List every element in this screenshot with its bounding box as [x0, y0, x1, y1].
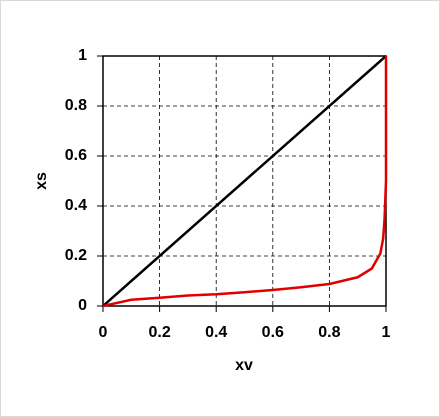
y-tick-label: 0.2 [65, 247, 87, 264]
x-tick-label: 0.6 [262, 324, 284, 341]
x-axis-label: xv [235, 357, 253, 374]
y-tick-label: 0.8 [65, 97, 87, 114]
y-tick-label: 0 [78, 297, 87, 314]
data-line [102, 55, 387, 307]
y-tick-label: 1 [78, 47, 87, 64]
x-tick-label: 0.8 [318, 324, 340, 341]
y-axis-label: xs [33, 172, 50, 190]
x-tick-label: 0.2 [148, 324, 170, 341]
x-tick-label: 0.4 [205, 324, 227, 341]
x-tick-label: 0 [99, 324, 108, 341]
data-line [102, 56, 388, 308]
y-tick-label: 0.4 [65, 197, 87, 214]
y-tick-label: 0.6 [65, 147, 87, 164]
x-tick-label: 1 [382, 324, 391, 341]
